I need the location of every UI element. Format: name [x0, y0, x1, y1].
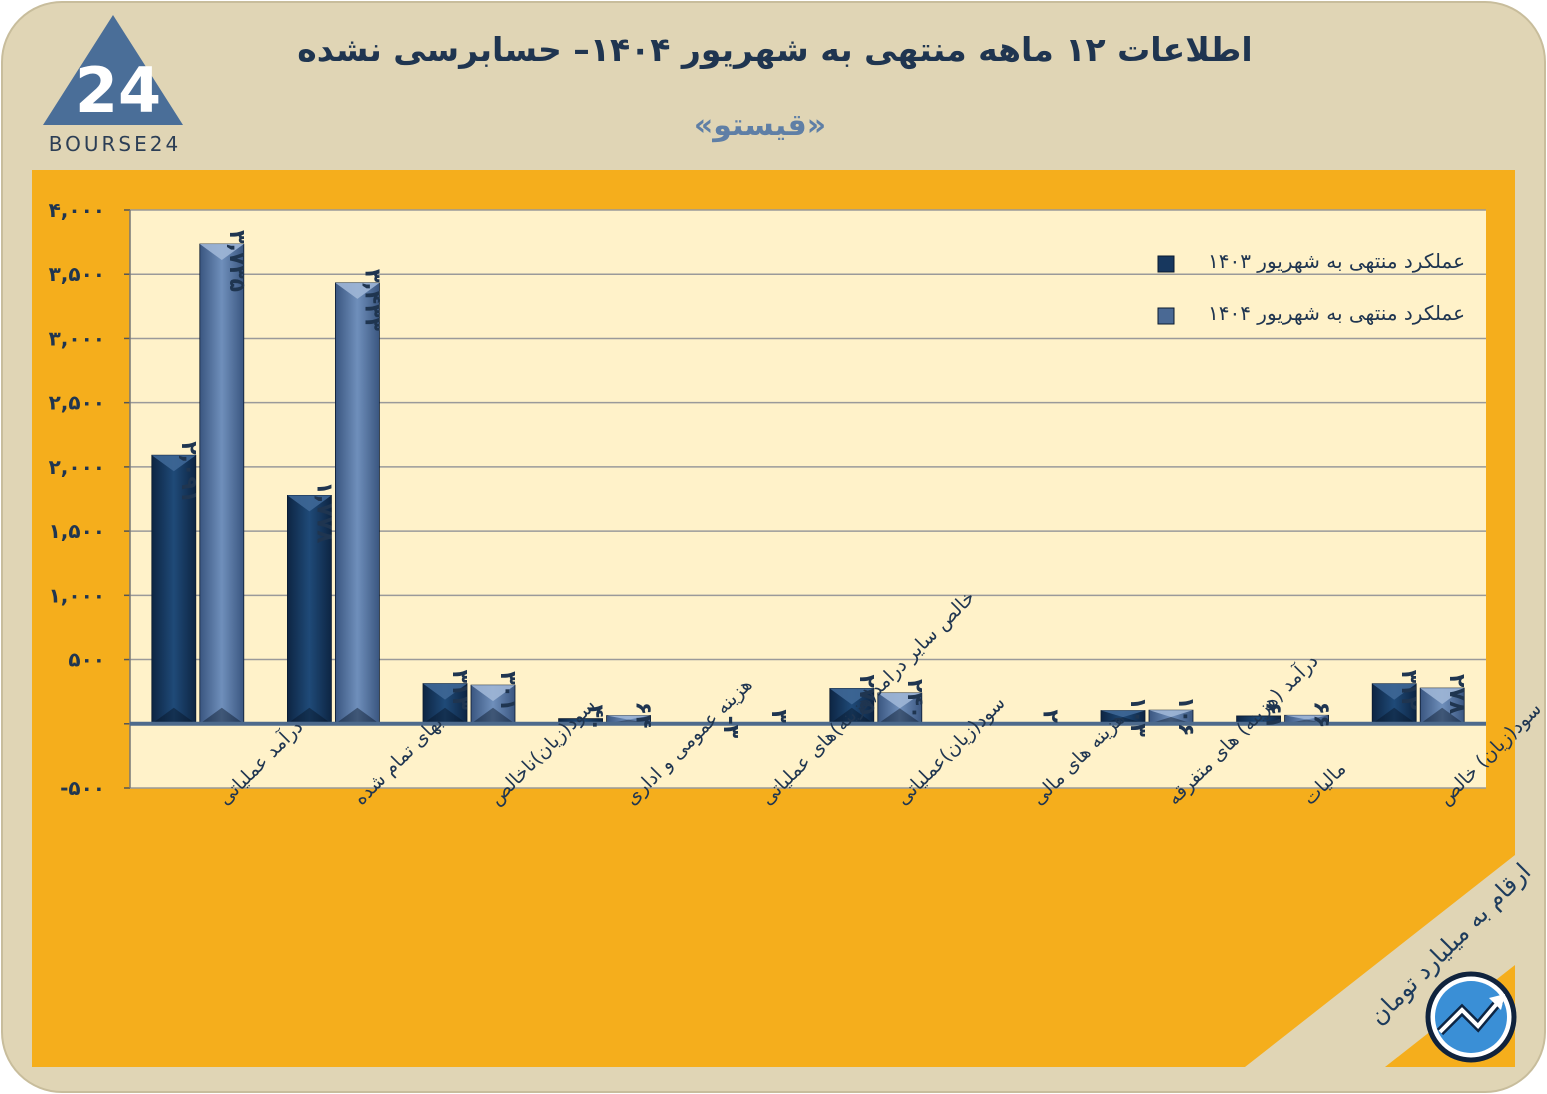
legend-label: عملکرد منتهی به شهریور ۱۴۰۴ [1208, 301, 1465, 325]
data-label: ۶۶ [1309, 701, 1334, 728]
y-tick-label: ۱,۰۰۰ [49, 583, 105, 607]
bar-bevel [877, 692, 922, 709]
trend-arrow-highlight [1438, 998, 1502, 1034]
company-name: «قیستو» [693, 108, 827, 143]
bar-shadow [151, 707, 196, 724]
data-label: ۶۱ [1261, 702, 1286, 729]
bar-bevel [335, 282, 380, 299]
bars [130, 243, 1486, 726]
y-tick-label: ۵۰۰ [68, 648, 105, 672]
bar-1404 [334, 282, 380, 725]
y-axis: -۵۰۰ ۵۰۰ ۱,۰۰۰ ۱,۵۰۰ ۲,۰۰۰ ۲,۵۰۰ ۳,۰۰۰ ۳,۵۰۰ ۴,۰… [49, 198, 131, 800]
data-label: -۳ [718, 716, 743, 739]
bar-shadow [1372, 707, 1417, 724]
data-label: ۳۱۲ [1396, 670, 1421, 711]
logo-numeral: 24 [75, 54, 161, 127]
bar-labels: ۲,۰۹۱ ۳,۷۳۵ ۱,۷۷۸ ۳,۴۳۳ ۳۱۳ ۳۰۱ ۴۰ ۶۴ -۳ ۳ ۲۷۵ ۲۴۰ ۲… [176, 230, 1469, 739]
bar-bevel [1284, 715, 1329, 720]
data-label: ۳۰۱ [495, 671, 520, 711]
y-tick-label: ۱,۵۰۰ [49, 519, 105, 543]
bar-shadow [471, 707, 515, 724]
bar-shadow [877, 708, 922, 724]
legend-swatch [1157, 255, 1175, 273]
y-tick-label: ۲,۰۰۰ [49, 455, 105, 479]
bar-bevel [471, 685, 515, 702]
data-label: ۲,۰۹۱ [176, 441, 201, 503]
bar-bevel [606, 715, 651, 720]
bar-bevel [199, 244, 244, 261]
chart-title: اطلاعات ۱۲ ماهه منتهی به شهریور ۱۴۰۴– حس… [297, 30, 1253, 69]
logo-text: BOURSE24 [48, 132, 182, 156]
data-label: ۲۷۵ [854, 674, 879, 714]
data-label: ۲۴۰ [902, 679, 927, 719]
bar-shadow [1420, 707, 1465, 724]
legend-swatch [1157, 307, 1175, 325]
data-label: ۳,۴۳۳ [359, 269, 384, 332]
data-label: ۳ [766, 709, 791, 723]
bar-bevel [423, 683, 467, 700]
data-label: ۳۱۳ [447, 670, 472, 711]
y-tick-label: ۳,۰۰۰ [49, 326, 105, 350]
logo-triangle [43, 15, 183, 125]
bar-shadow [423, 707, 467, 724]
bar-1404 [199, 243, 245, 725]
bar-shadow [829, 707, 874, 724]
y-tick-label: ۴,۰۰۰ [49, 198, 105, 222]
bar-shadow [335, 707, 380, 724]
bar-bevel [1420, 688, 1465, 705]
bar-bevel [151, 455, 196, 472]
bar-bevel [287, 495, 332, 512]
data-label: ۲ [1037, 710, 1062, 724]
legend-label: عملکرد منتهی به شهریور ۱۴۰۳ [1208, 249, 1465, 273]
bar-bevel [1101, 710, 1145, 718]
bar-shadow [199, 707, 244, 724]
data-label: ۶۴ [631, 702, 656, 729]
data-label: ۳,۷۳۵ [224, 230, 249, 292]
y-tick-label: -۵۰۰ [60, 776, 105, 800]
bar-1403 [286, 495, 332, 725]
data-label: ۴۰ [583, 705, 608, 732]
bar-shadow [287, 707, 332, 724]
bar-bevel [1149, 710, 1193, 717]
y-tick-label: ۳,۵۰۰ [49, 262, 105, 286]
data-label: ۲۷۸ [1444, 674, 1469, 715]
data-label: ۱۰۶ [1173, 696, 1198, 736]
trend-arrow-head [1489, 994, 1505, 1010]
y-tick-label: ۲,۵۰۰ [49, 391, 105, 415]
legend: عملکرد منتهی به شهریور ۱۴۰۳ عملکرد منتهی … [1157, 249, 1465, 325]
bar-bevel [1372, 683, 1417, 700]
data-label: ۱,۷۷۸ [311, 481, 336, 544]
bar-bevel [829, 688, 874, 705]
data-label: ۱۰۳ [1125, 697, 1150, 738]
